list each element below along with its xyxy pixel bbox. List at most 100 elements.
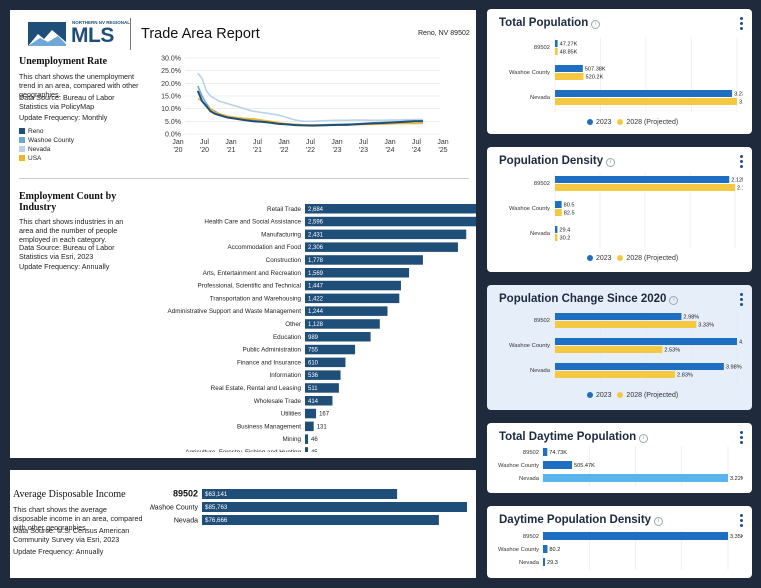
value-label: 131 <box>317 424 328 430</box>
employment-freq: Update Frequency: Annually <box>19 262 110 271</box>
category-label: 89502 <box>523 450 539 456</box>
x-tick-label: Jan '22 <box>278 139 289 154</box>
bar <box>305 357 346 368</box>
x-tick-year: '22 <box>306 147 315 154</box>
population-density-title: Population Density i <box>499 155 616 167</box>
value-label: 414 <box>308 399 319 405</box>
legend-dot-2023 <box>587 392 593 398</box>
value-label: 1,569 <box>308 271 324 277</box>
x-tick-year: '23 <box>359 147 368 154</box>
x-tick-month: Jul <box>200 139 209 146</box>
bar <box>305 306 388 316</box>
category-label: Business Management <box>237 423 301 430</box>
more-options-icon[interactable] <box>740 431 744 446</box>
bar <box>305 293 400 304</box>
value-label: 3.98% <box>726 365 742 371</box>
category-label: Washoe County <box>150 505 198 512</box>
value-label: 2.53% <box>664 348 680 354</box>
legend-item: USA <box>19 154 74 163</box>
legend-dot-2028 <box>617 119 624 125</box>
logo-small-text: NORTHERN NV REGIONAL <box>72 20 131 25</box>
section-divider <box>19 178 469 179</box>
category-label: Transportation and Warehousing <box>210 295 302 302</box>
category-label: Manufacturing <box>261 231 301 238</box>
x-tick-year: '20 <box>200 147 209 154</box>
income-desc: This chart shows the average disposable … <box>13 505 143 532</box>
x-tick-year: '24 <box>412 147 421 154</box>
bar-2028 <box>555 73 584 80</box>
value-label: 755 <box>308 348 319 354</box>
x-tick-year: '20 <box>173 147 182 154</box>
x-tick-label: Jul '21 <box>253 139 262 154</box>
bar <box>305 229 467 240</box>
more-options-icon[interactable] <box>740 155 744 170</box>
legend-swatch <box>19 137 25 143</box>
x-tick-month: Jul <box>359 139 368 146</box>
bar-2028 <box>555 321 697 328</box>
info-icon[interactable]: i <box>654 517 664 526</box>
x-tick-year: '21 <box>226 147 235 154</box>
bar <box>305 396 333 406</box>
x-tick-month: Jan <box>384 139 395 146</box>
category-label: Arts, Entertainment and Recreation <box>203 270 302 277</box>
x-tick-month: Jan <box>331 139 342 146</box>
population-density-chart: 89502 2.12K 2.19K Washoe County 80.5 82.5 Neva… <box>509 173 743 248</box>
category-label: Health Care and Social Assistance <box>204 219 301 226</box>
category-label: Construction <box>266 257 302 264</box>
value-label: 1,422 <box>308 296 324 302</box>
category-label: Nevada <box>530 95 551 101</box>
more-options-icon[interactable] <box>740 17 744 32</box>
x-tick-label: Jul '24 <box>412 139 421 154</box>
bar-2023 <box>555 201 562 208</box>
card-daytime-density: Daytime Population Density i 89502 3.35K Wa… <box>487 506 752 578</box>
info-icon[interactable]: i <box>606 158 616 167</box>
category-label: Mining <box>282 436 301 443</box>
legend-label: USA <box>28 155 42 162</box>
bar-2028 <box>555 48 558 55</box>
category-label: Nevada <box>519 560 540 566</box>
legend-label: Reno <box>28 128 44 135</box>
y-tick-label: 25.0% <box>161 68 181 75</box>
info-icon[interactable]: i <box>639 434 649 443</box>
card-total-population: Total Population i 89502 47.27K 48.85K Washo… <box>487 9 752 134</box>
more-options-icon[interactable] <box>740 293 744 308</box>
income-panel: Average Disposable Income This chart sho… <box>10 470 476 578</box>
x-tick-label: Jan '20 <box>172 139 183 154</box>
legend-item: Washoe County <box>19 136 74 145</box>
y-tick-label: 30.0% <box>161 56 181 63</box>
info-icon[interactable]: i <box>669 296 679 305</box>
employment-source: Data Source: Bureau of Labor Statistics … <box>19 243 115 261</box>
employment-title: Employment Count by Industry <box>19 191 117 213</box>
value-label: 520.2K <box>586 75 604 81</box>
category-label: 89502 <box>523 534 539 540</box>
value-label: $63,141 <box>205 491 228 498</box>
unemployment-desc: This chart shows the unemployment trend … <box>19 72 139 99</box>
bar <box>543 474 728 482</box>
x-tick-label: Jul '20 <box>200 139 209 154</box>
value-label: $85,763 <box>205 504 228 511</box>
category-label: Professional, Scientific and Technical <box>198 283 302 290</box>
info-icon[interactable]: i <box>591 20 601 29</box>
value-label: 2,596 <box>308 220 324 226</box>
legend-label-2023: 2023 <box>596 392 612 399</box>
legend-label-2028: 2028 (Projected) <box>626 392 679 399</box>
value-label: 1,447 <box>308 284 324 290</box>
income-title: Average Disposable Income <box>13 489 126 500</box>
category-label: Accommodation and Food <box>227 244 301 251</box>
category-label: Information <box>270 372 302 379</box>
bar-2028 <box>555 184 735 191</box>
series-line-reno <box>196 90 423 127</box>
category-label: Administrative Support and Waste Managem… <box>168 308 302 315</box>
bar-2028 <box>555 209 562 216</box>
bar <box>305 408 317 419</box>
legend-label: Nevada <box>28 146 51 153</box>
income-chart: 89502 $63,141 Washoe County $85,763 Nevada $7… <box>150 489 467 525</box>
legend-label-2028: 2028 (Projected) <box>626 119 679 126</box>
x-tick-label: Jan '24 <box>384 139 395 154</box>
legend-item: Nevada <box>19 145 74 154</box>
category-label: Washoe County <box>509 206 550 212</box>
chart-legend: 2023 2028 (Projected) <box>587 392 678 399</box>
bar <box>305 216 476 227</box>
category-label: 89502 <box>534 45 550 51</box>
more-options-icon[interactable] <box>740 514 744 529</box>
